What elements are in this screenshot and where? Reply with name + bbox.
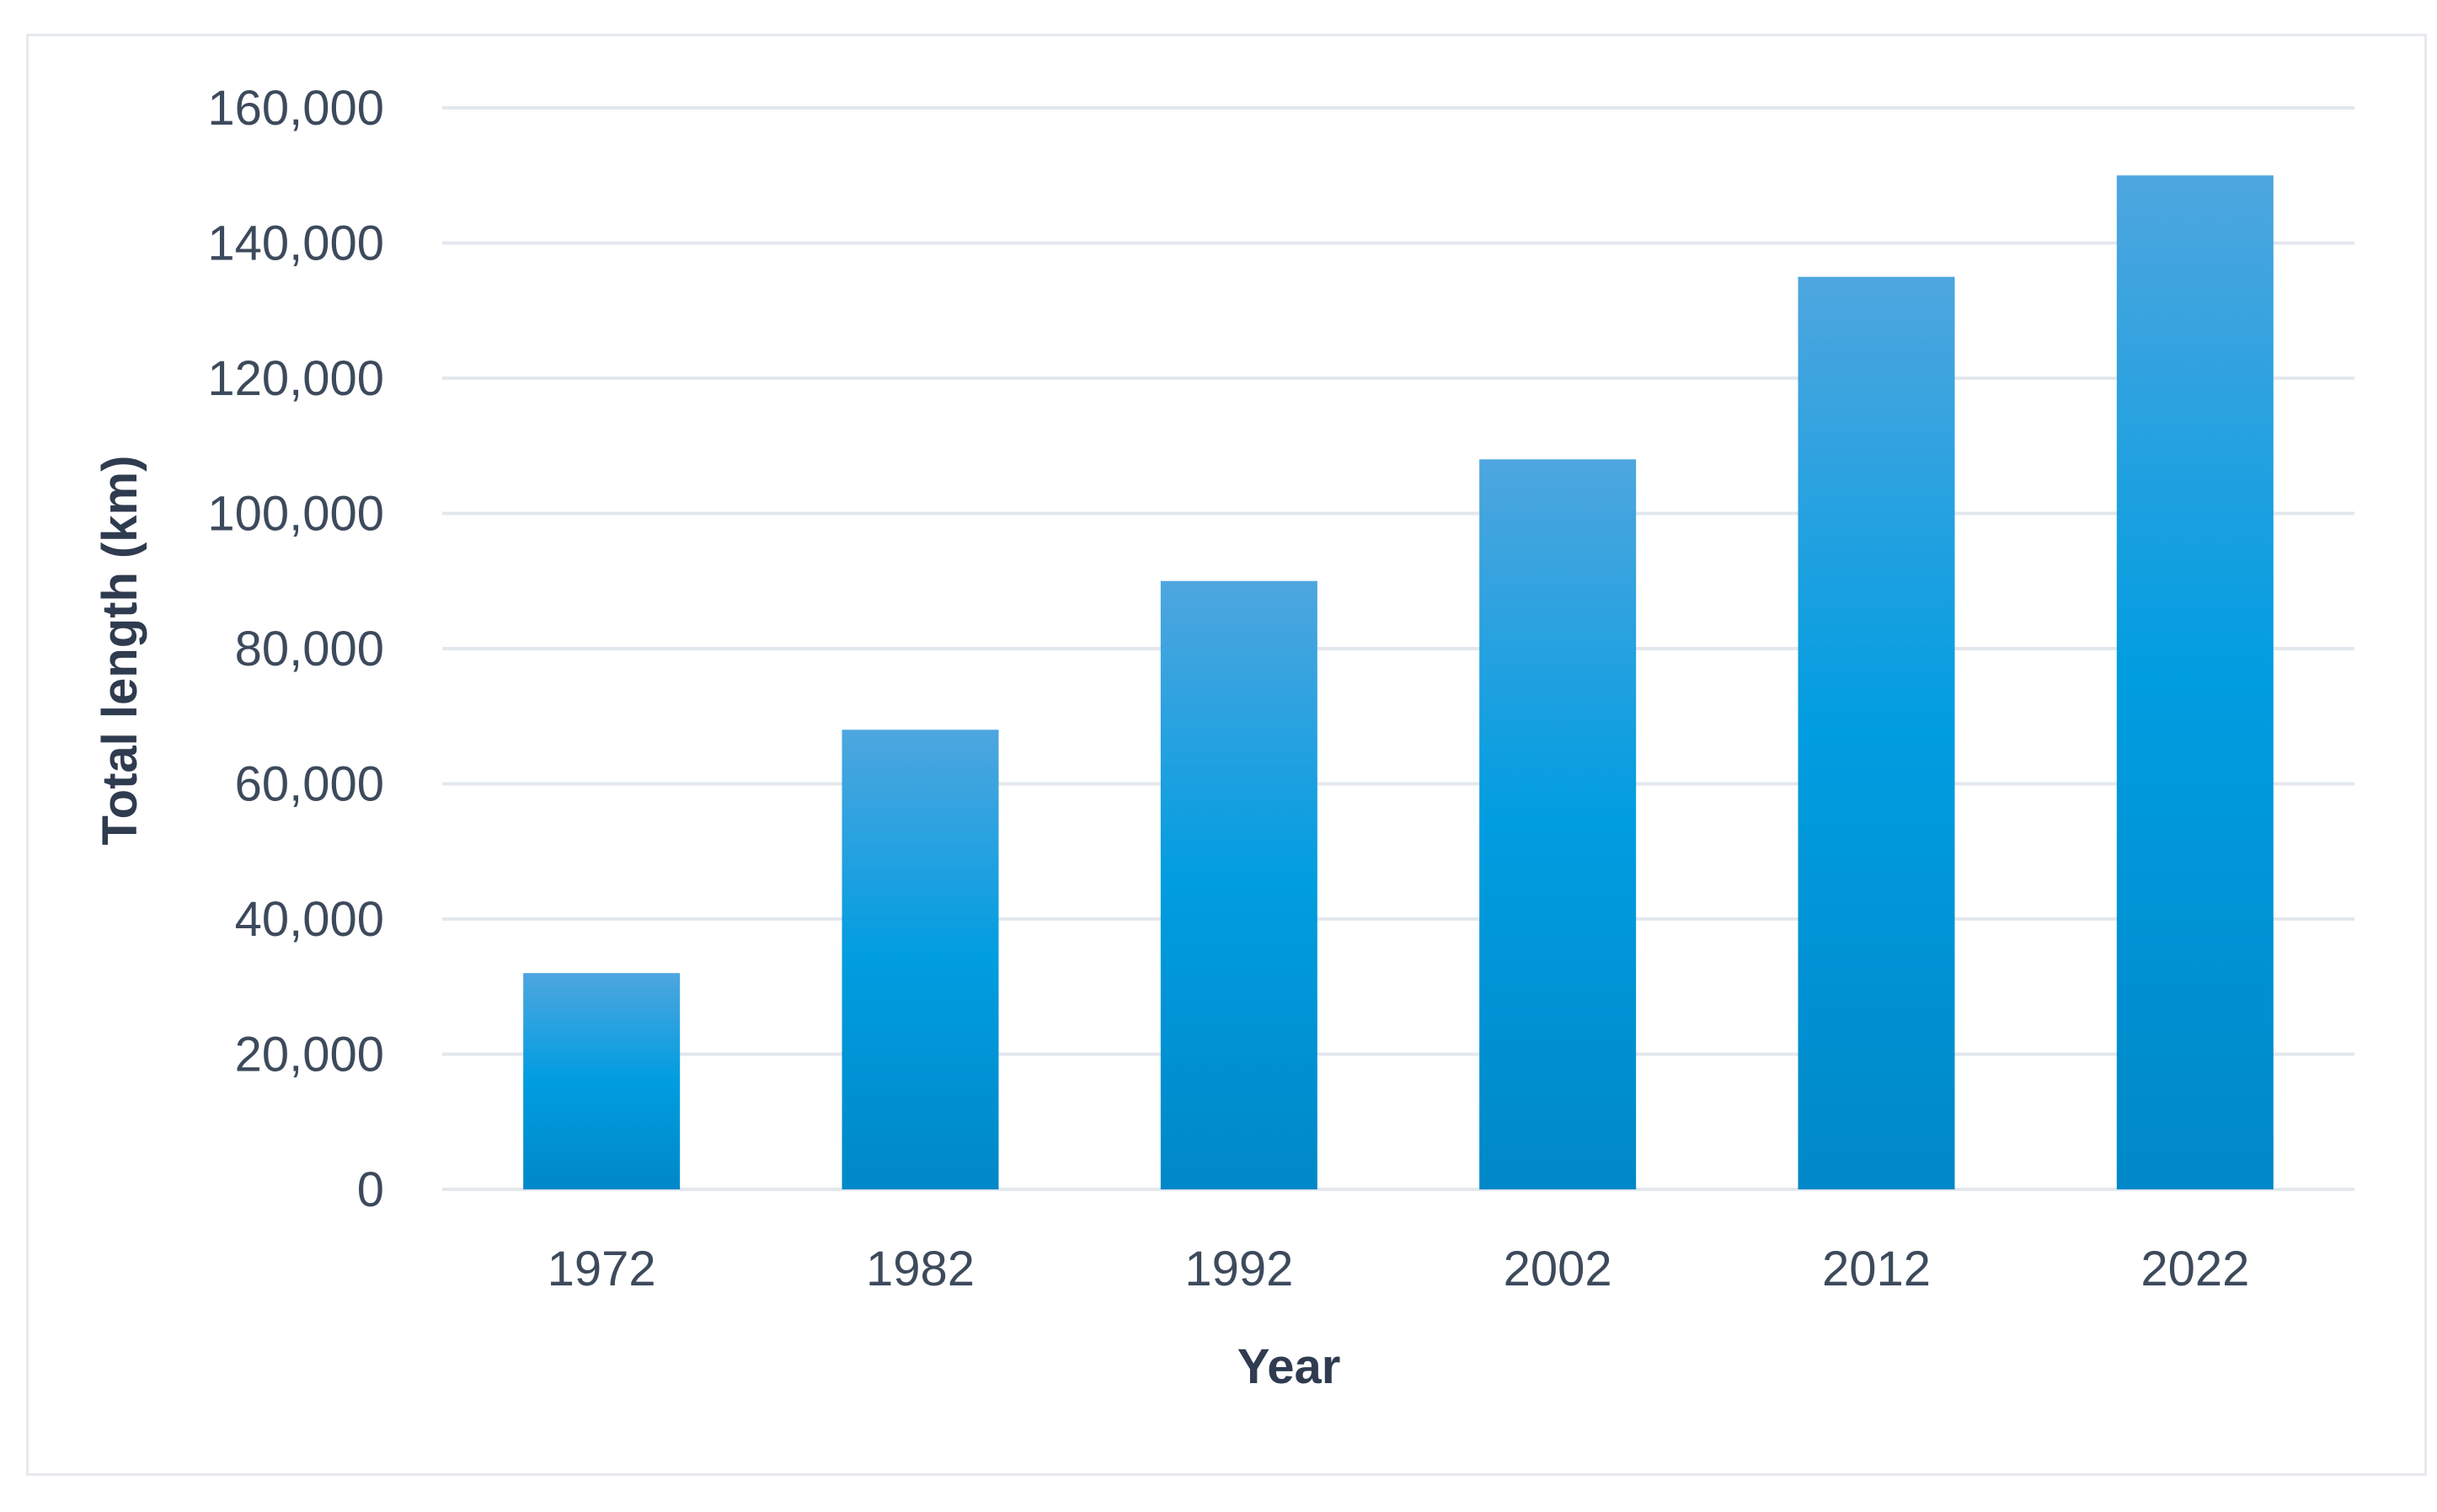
x-axis-ticks: 1972 1982 1992 2002 2012 2022 [548, 1242, 2250, 1296]
bar-2002 [1479, 459, 1637, 1189]
bar-1972 [523, 973, 681, 1189]
y-axis-title: Total length (km) [93, 456, 147, 846]
x-tick-label: 2012 [1822, 1242, 1931, 1296]
x-tick-label: 1972 [548, 1242, 656, 1296]
y-tick-label: 80,000 [235, 622, 384, 676]
y-tick-label: 120,000 [207, 351, 384, 406]
y-tick-label: 20,000 [235, 1028, 384, 1082]
y-tick-label: 140,000 [207, 216, 384, 271]
x-tick-label: 1992 [1184, 1242, 1293, 1296]
y-tick-label: 60,000 [235, 757, 384, 812]
bar-2012 [1798, 276, 1955, 1189]
bar-1982 [842, 729, 999, 1189]
x-tick-label: 2002 [1504, 1242, 1612, 1296]
gridlines [442, 106, 2354, 1191]
y-axis-ticks: 0 20,000 40,000 60,000 80,000 100,000 120,000 1… [207, 81, 384, 1217]
y-tick-label: 40,000 [235, 892, 384, 947]
y-tick-label: 160,000 [207, 81, 384, 136]
x-tick-label: 2022 [2140, 1242, 2249, 1296]
bar-1992 [1160, 580, 1317, 1189]
y-tick-label: 100,000 [207, 487, 384, 542]
bar-2022 [2116, 175, 2274, 1189]
bars [523, 175, 2274, 1189]
x-tick-label: 1982 [866, 1242, 975, 1296]
x-axis-title: Year [1237, 1339, 1341, 1394]
y-tick-label: 0 [357, 1162, 384, 1217]
